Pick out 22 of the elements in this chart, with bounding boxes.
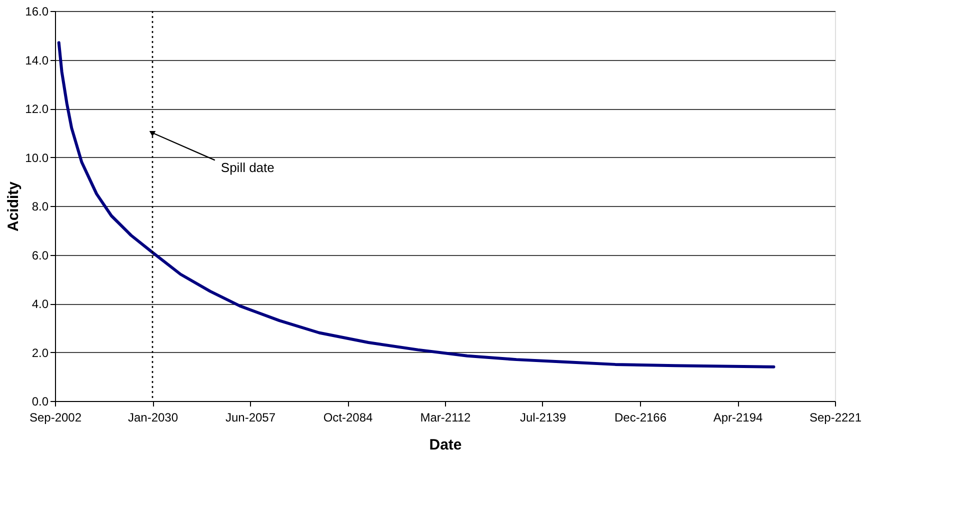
y-tick-label: 14.0 bbox=[25, 53, 49, 68]
x-tick-label: Jan-2030 bbox=[128, 410, 178, 424]
x-tick-label: Apr-2194 bbox=[713, 410, 764, 424]
x-tick-label: Jun-2057 bbox=[225, 410, 276, 424]
y-tick-label: 8.0 bbox=[32, 200, 49, 214]
y-tick-label: 0.0 bbox=[32, 394, 49, 408]
x-tick-label: Oct-2084 bbox=[323, 410, 374, 424]
x-tick-label: Sep-2221 bbox=[809, 410, 862, 424]
y-tick-label: 16.0 bbox=[25, 4, 49, 18]
y-tick-label: 2.0 bbox=[32, 346, 49, 360]
x-tick-label: Mar-2112 bbox=[420, 410, 472, 424]
y-tick-label: 10.0 bbox=[25, 150, 49, 165]
y-tick-label: 6.0 bbox=[32, 248, 49, 262]
line-series bbox=[57, 41, 776, 368]
x-axis-title: Date bbox=[429, 436, 462, 454]
annotation: Spill date bbox=[220, 160, 274, 176]
x-tick-label: Jul-2139 bbox=[520, 410, 566, 424]
x-tick-label: Dec-2166 bbox=[614, 410, 667, 424]
y-tick-label: 12.0 bbox=[25, 102, 49, 116]
y-tick-label: 4.0 bbox=[32, 297, 49, 311]
x-tick-label: Sep-2002 bbox=[29, 410, 82, 424]
y-axis-title: Acidity bbox=[5, 180, 22, 232]
